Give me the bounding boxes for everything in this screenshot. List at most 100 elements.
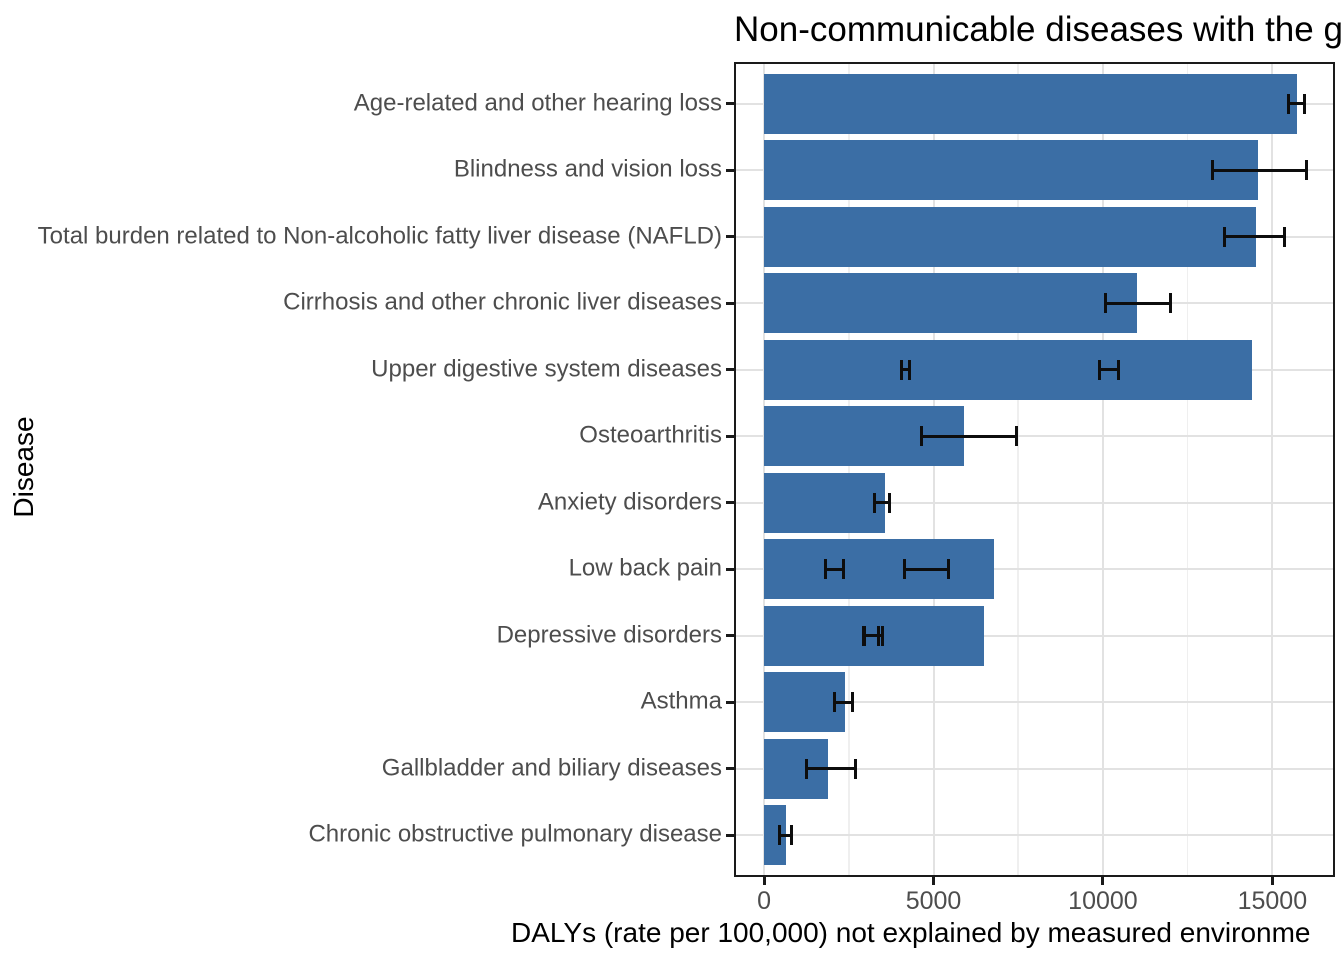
error-bar-cap [1014, 426, 1018, 447]
x-tick-label: 15000 [1237, 887, 1308, 915]
bar [764, 672, 845, 733]
x-tick-mark [1270, 877, 1274, 885]
y-tick-mark [726, 434, 734, 438]
gridline-major-y [736, 568, 1333, 571]
y-tick-mark [726, 567, 734, 571]
error-bar [1212, 168, 1307, 172]
bar [764, 805, 786, 866]
bar [764, 539, 994, 600]
x-tick-label: 10000 [1068, 887, 1138, 915]
y-tick-mark [726, 833, 734, 837]
error-bar-cap [789, 825, 793, 846]
error-bar-cap [907, 359, 911, 380]
error-bar [921, 434, 1017, 438]
gridline-major-y [736, 435, 1333, 438]
gridline-major-y [736, 767, 1333, 770]
bar [764, 206, 1257, 267]
error-bar [1288, 102, 1305, 106]
error-bar-cap [903, 559, 907, 580]
y-tick-mark [726, 102, 734, 106]
gridline-major-y [736, 701, 1333, 704]
chart-title: Non-communicable diseases with the g [734, 10, 1343, 49]
bar [764, 339, 1253, 400]
error-bar [834, 700, 853, 704]
y-axis-label: Total burden related to Non-alcoholic fa… [37, 222, 722, 250]
error-bar-cap [1223, 226, 1227, 247]
x-tick-mark [762, 877, 766, 885]
y-tick-mark [726, 168, 734, 172]
error-bar-cap [862, 625, 866, 646]
error-bar [904, 567, 949, 571]
bar [764, 273, 1138, 334]
error-bar-cap [854, 758, 858, 779]
y-tick-mark [726, 700, 734, 704]
error-bar [1099, 368, 1119, 372]
error-bar-cap [850, 692, 854, 713]
gridline-minor-x [1017, 64, 1019, 875]
y-tick-mark [726, 235, 734, 239]
y-axis-label: Chronic obstructive pulmonary disease [308, 820, 722, 848]
error-bar-cap [833, 692, 837, 713]
y-axis-label: Asthma [640, 687, 722, 715]
y-axis-label: Cirrhosis and other chronic liver diseas… [283, 288, 722, 316]
y-tick-mark [726, 634, 734, 638]
error-bar [1224, 235, 1285, 239]
error-bar-cap [1168, 293, 1172, 314]
gridline-major-x [1271, 64, 1274, 875]
bar [764, 140, 1259, 201]
error-bar-cap [804, 758, 808, 779]
error-bar [779, 833, 792, 837]
gridline-major-y [736, 834, 1333, 837]
y-axis-label: Depressive disorders [496, 621, 722, 649]
x-tick-mark [1101, 877, 1105, 885]
error-bar-cap [900, 359, 904, 380]
error-bar [864, 634, 883, 638]
y-axis-label: Upper digestive system diseases [371, 355, 722, 383]
y-axis-label: Gallbladder and biliary diseases [381, 754, 722, 782]
x-axis-title: DALYs (rate per 100,000) not explained b… [511, 917, 1311, 948]
gridline-major-y [736, 634, 1333, 637]
gridline-major-x [932, 64, 935, 875]
error-bar-cap [1098, 359, 1102, 380]
error-bar-cap [1211, 160, 1215, 181]
error-bar-cap [887, 492, 891, 513]
y-axis-label: Age-related and other hearing loss [353, 89, 722, 117]
y-axis-label: Osteoarthritis [579, 421, 722, 449]
bar [764, 472, 886, 533]
error-bar-cap [823, 559, 827, 580]
error-bar [901, 368, 910, 372]
error-bar-cap [872, 492, 876, 513]
y-axis-label: Low back pain [568, 554, 722, 582]
y-tick-mark [726, 767, 734, 771]
error-bar-cap [1303, 93, 1307, 114]
error-bar [874, 501, 890, 505]
error-bar-cap [1282, 226, 1286, 247]
gridline-minor-x [1186, 64, 1189, 875]
gridline-major-x [1101, 64, 1104, 875]
error-bar-cap [919, 426, 923, 447]
error-bar-cap [841, 559, 845, 580]
error-bar [1105, 301, 1171, 305]
y-axis-label: Blindness and vision loss [453, 155, 722, 183]
y-axis-label: Anxiety disorders [537, 488, 722, 516]
y-tick-mark [726, 368, 734, 372]
x-tick-mark [932, 877, 936, 885]
error-bar [825, 567, 844, 571]
error-bar-cap [1304, 160, 1308, 181]
gridline-minor-x [848, 64, 850, 875]
error-bar-cap [946, 559, 950, 580]
gridline-major-y [736, 501, 1333, 504]
error-bar-cap [778, 825, 782, 846]
plot-panel [734, 62, 1335, 877]
y-axis-title: Disease [8, 416, 39, 518]
error-bar [806, 767, 856, 771]
error-bar-cap [1286, 93, 1290, 114]
bar [764, 73, 1298, 134]
y-tick-mark [726, 501, 734, 505]
gridline-major-x [763, 64, 766, 875]
error-bar-cap [1103, 293, 1107, 314]
x-tick-label: 5000 [905, 887, 962, 915]
y-tick-mark [726, 301, 734, 305]
x-tick-label: 0 [757, 887, 772, 915]
